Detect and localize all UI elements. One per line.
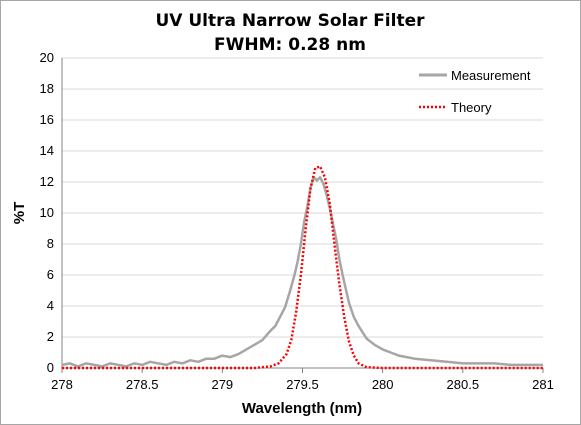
chart-subtitle: FWHM: 0.28 nm	[214, 35, 366, 55]
legend: Measurement Theory	[419, 68, 531, 115]
gridlines	[62, 57, 543, 338]
legend-label-theory: Theory	[451, 100, 492, 115]
y-tick-label: 14	[40, 143, 54, 158]
x-tick-label: 279	[211, 377, 233, 392]
y-tick-label: 2	[47, 329, 54, 344]
y-tick-label: 6	[47, 267, 54, 282]
y-tick-label: 0	[47, 360, 54, 375]
x-tick-label: 280	[372, 377, 394, 392]
y-tick-label: 12	[40, 174, 54, 189]
y-tick-label: 18	[40, 81, 54, 96]
y-axis-label: %T	[11, 202, 28, 225]
y-tick-label: 4	[47, 298, 54, 313]
chart-title: UV Ultra Narrow Solar Filter	[155, 11, 425, 31]
y-tick-label: 10	[40, 205, 54, 220]
y-tick-labels: 0 2 4 6 8 10 12 14 16 18 20	[40, 50, 54, 375]
series-line-theory	[62, 165, 543, 370]
x-tick-label: 278.5	[126, 377, 159, 392]
x-tick-label: 278	[51, 377, 73, 392]
x-tick-label: 279.5	[286, 377, 319, 392]
legend-label-measurement: Measurement	[451, 68, 531, 83]
y-tick-label: 8	[47, 236, 54, 251]
y-tick-label: 16	[40, 112, 54, 127]
series-group	[61, 165, 543, 370]
y-tick-label: 20	[40, 50, 54, 65]
x-axis-label: Wavelength (nm)	[242, 400, 362, 417]
series-line-measurement	[61, 176, 543, 368]
x-tick-labels: 278 278.5 279 279.5 280 280.5 281	[51, 377, 554, 392]
x-tick-label: 281	[532, 377, 554, 392]
x-tick-label: 280.5	[447, 377, 480, 392]
